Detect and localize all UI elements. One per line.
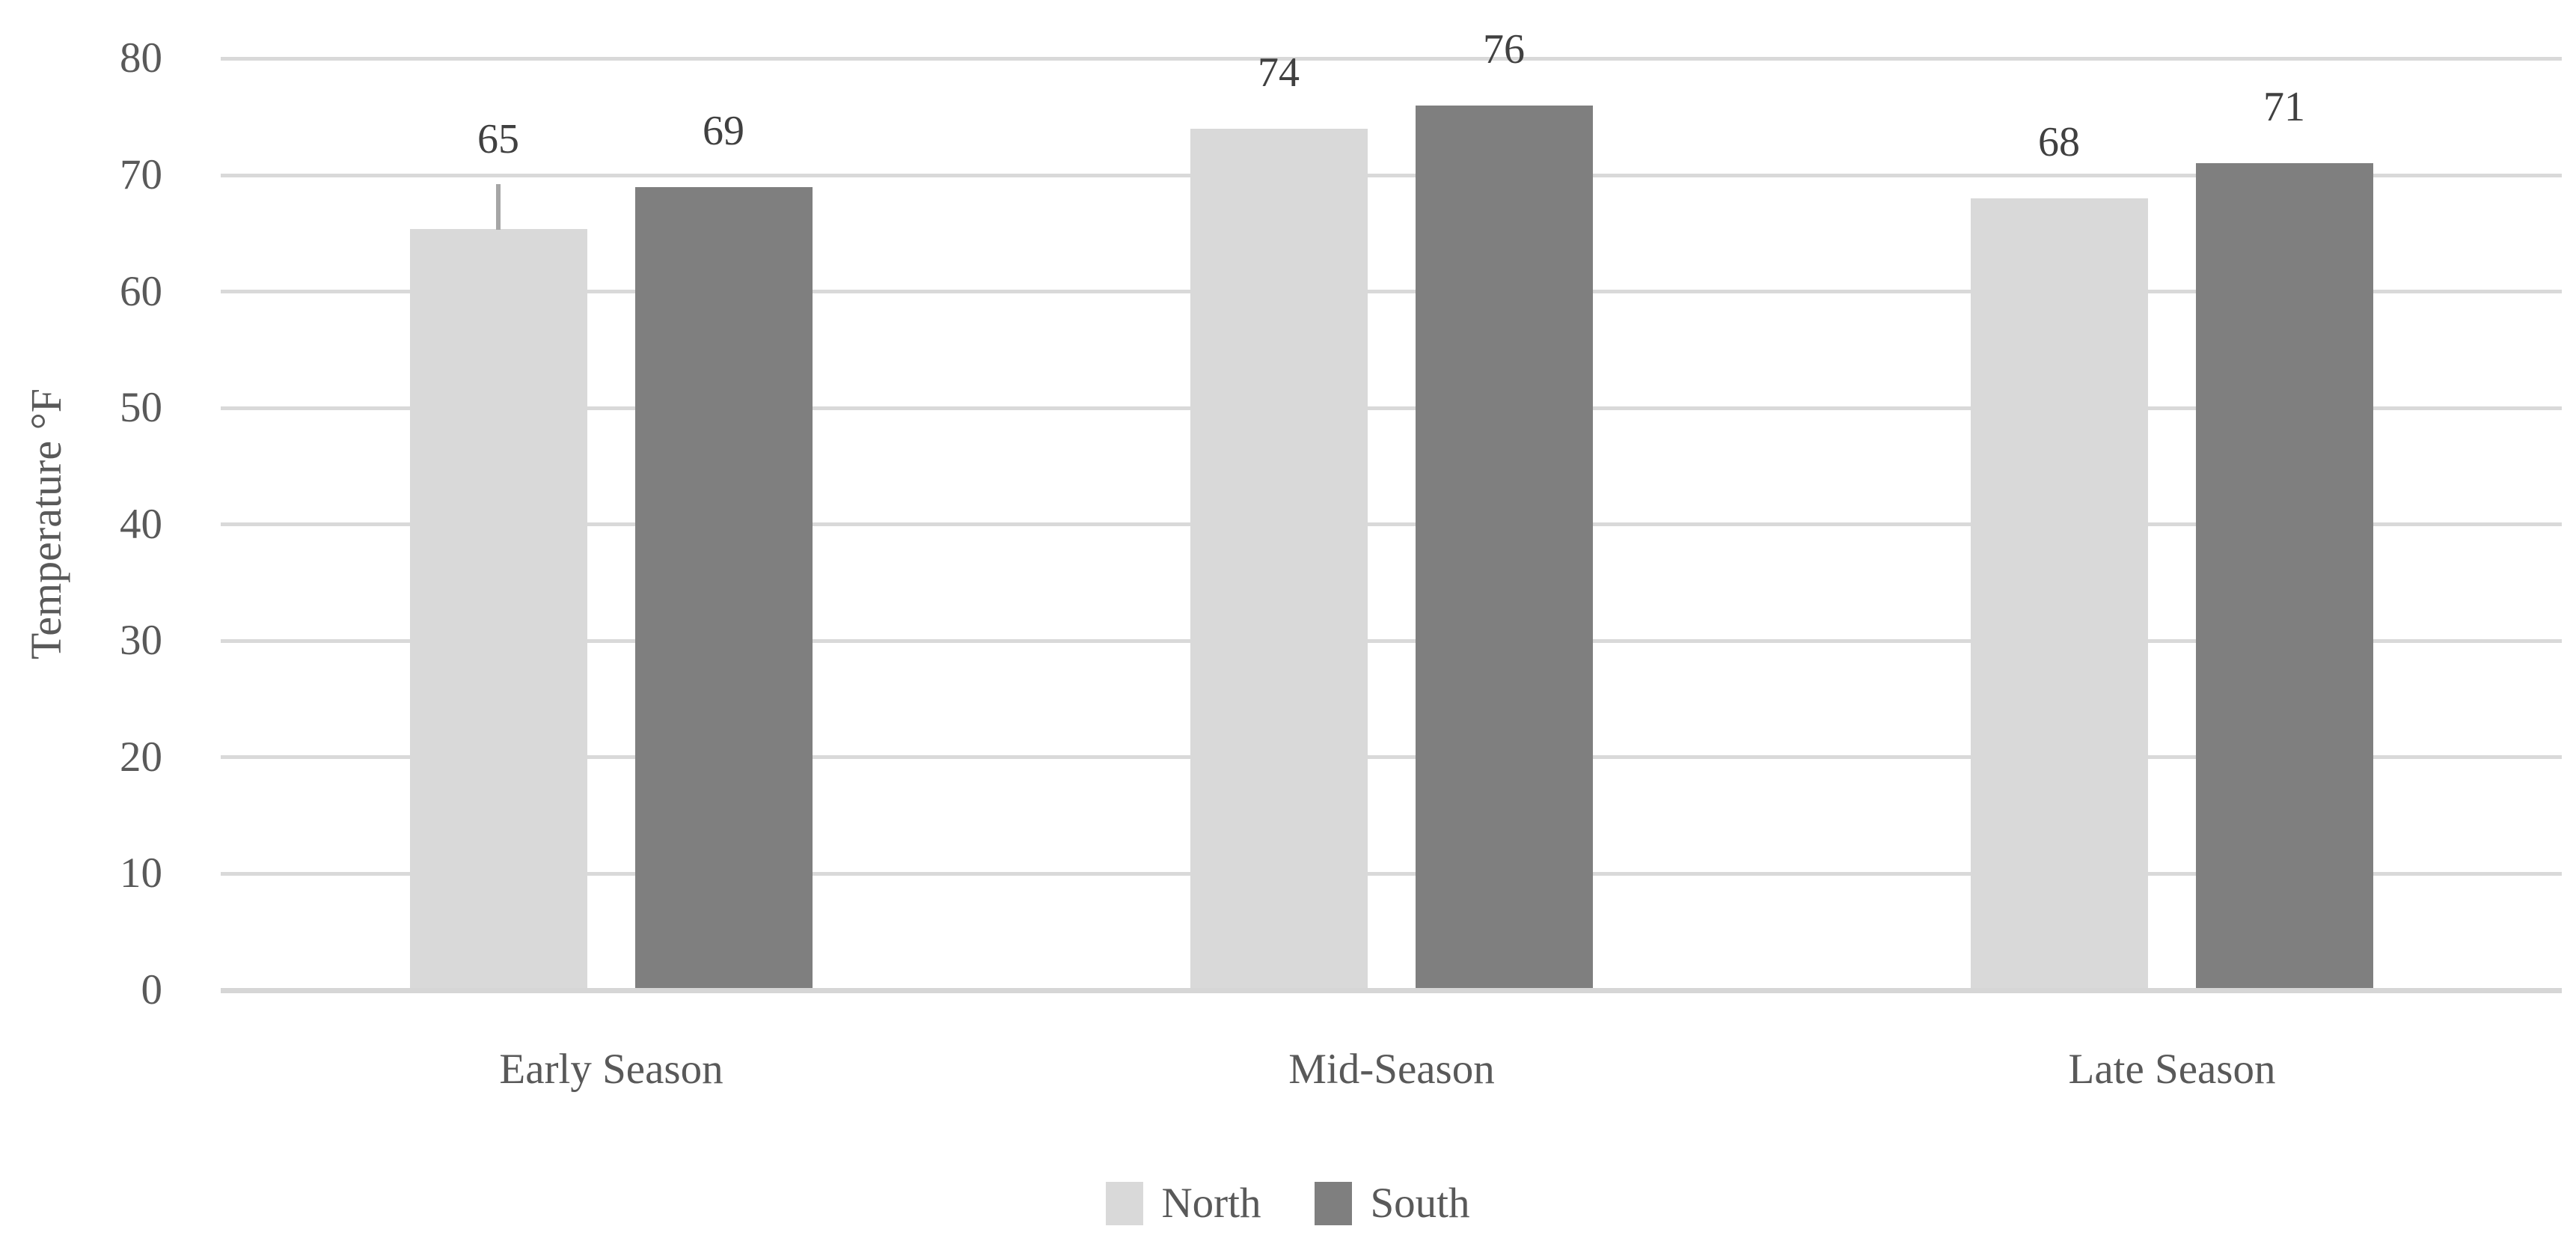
error-bar-whisker xyxy=(496,184,501,230)
legend-swatch-north xyxy=(1106,1182,1144,1225)
legend-label: North xyxy=(1161,1180,1261,1227)
legend-item-north: North xyxy=(1106,1181,1261,1226)
bar-north-0 xyxy=(410,229,587,988)
gridline xyxy=(221,872,2562,876)
legend-label: South xyxy=(1370,1180,1470,1227)
legend: North South xyxy=(0,1181,2576,1226)
y-tick-label: 10 xyxy=(120,850,162,897)
y-tick-label: 0 xyxy=(141,966,163,1013)
y-tick-label: 50 xyxy=(120,384,162,431)
legend-item-south: South xyxy=(1315,1180,1470,1227)
category-label-2: Late Season xyxy=(2068,1046,2276,1093)
gridline xyxy=(221,639,2562,643)
gridline xyxy=(221,174,2562,177)
x-axis-line xyxy=(221,988,2562,993)
y-tick-label: 20 xyxy=(120,734,162,781)
y-tick-label: 60 xyxy=(120,268,162,315)
bar-north-2 xyxy=(1971,198,2148,988)
bar-south-2 xyxy=(2196,163,2373,988)
category-label-1: Mid-Season xyxy=(1288,1046,1495,1093)
bar-data-label: 76 xyxy=(1483,26,1525,73)
y-tick-label: 70 xyxy=(120,151,162,198)
bar-data-label: 69 xyxy=(703,108,744,154)
gridline xyxy=(221,290,2562,293)
gridline xyxy=(221,406,2562,410)
y-tick-label: 30 xyxy=(120,617,162,664)
gridline xyxy=(221,57,2562,61)
y-tick-label: 80 xyxy=(120,34,162,82)
gridline xyxy=(221,522,2562,526)
category-label-0: Early Season xyxy=(499,1046,723,1093)
bar-south-1 xyxy=(1416,106,1593,988)
bar-south-0 xyxy=(635,187,813,988)
bar-data-label: 68 xyxy=(2038,119,2080,165)
legend-swatch-south xyxy=(1315,1182,1353,1225)
bar-data-label: 71 xyxy=(2263,84,2305,130)
bar-data-label: 65 xyxy=(477,116,519,162)
gridline xyxy=(221,755,2562,759)
y-tick-label: 40 xyxy=(120,501,162,548)
bar-data-label: 74 xyxy=(1258,49,1300,96)
bar-north-1 xyxy=(1190,129,1368,988)
